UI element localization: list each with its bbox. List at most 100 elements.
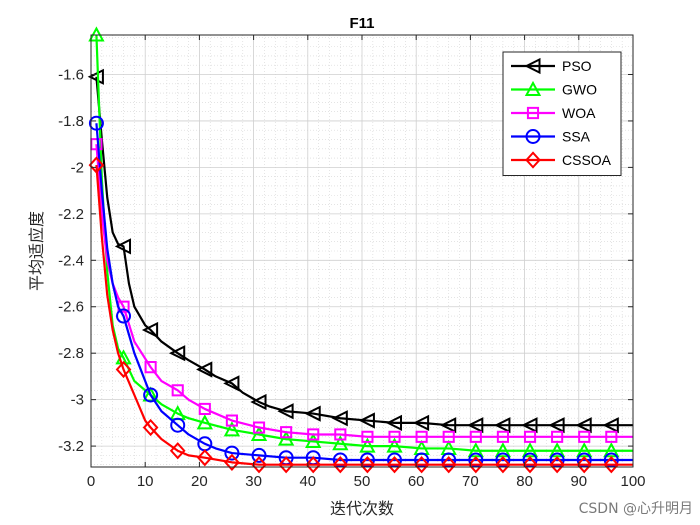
gwo-line	[95, 34, 633, 452]
series-cssoa	[88, 156, 633, 474]
cssoa-marker	[440, 456, 457, 474]
woa-marker	[225, 414, 238, 427]
pso-marker	[548, 417, 565, 434]
cssoa-marker	[576, 456, 593, 474]
y-tick-label: -2.6	[58, 299, 84, 316]
woa-marker	[496, 430, 509, 443]
pso-marker	[602, 417, 619, 434]
cssoa-marker	[549, 456, 565, 474]
woa-marker	[442, 430, 455, 443]
cssoa-marker	[115, 360, 132, 379]
legend-label: SSA	[562, 129, 591, 145]
y-tick-label: -1.6	[58, 66, 84, 83]
legend-label: PSO	[562, 58, 592, 74]
cssoa-marker	[413, 456, 430, 474]
x-tick-label: 90	[570, 473, 587, 490]
watermark-text: CSDN @心升明月	[579, 501, 693, 517]
woa-marker	[280, 426, 293, 439]
pso-marker	[358, 412, 375, 429]
y-tick-label: -2.4	[58, 252, 84, 269]
cssoa-marker	[305, 456, 322, 474]
series-pso	[87, 68, 633, 434]
gwo-marker	[305, 432, 322, 448]
ssa-line	[95, 123, 633, 462]
x-tick-label: 100	[620, 473, 645, 490]
cssoa-marker	[522, 456, 538, 474]
pso-marker	[439, 417, 457, 434]
woa-marker	[388, 430, 401, 443]
cssoa-marker	[196, 449, 213, 467]
chart-title: F11	[349, 15, 374, 32]
legend-swatch-marker	[524, 57, 541, 75]
gwo-marker	[277, 430, 295, 446]
ssa-marker	[143, 387, 159, 403]
legend-swatch-marker	[525, 129, 541, 144]
x-tick-label: 20	[191, 473, 208, 490]
woa-marker	[307, 428, 320, 441]
ssa-marker	[170, 417, 186, 433]
series-woa	[90, 138, 633, 443]
pso-marker	[87, 68, 104, 85]
cssoa-marker	[142, 418, 159, 437]
pso-marker	[250, 393, 267, 411]
cssoa-marker	[332, 456, 349, 474]
pso-marker	[114, 238, 132, 255]
cssoa-marker	[359, 456, 376, 474]
woa-marker	[578, 430, 591, 443]
y-tick-label: -3.2	[58, 438, 84, 455]
woa-marker	[415, 430, 428, 443]
pso-marker	[168, 345, 186, 362]
pso-marker	[141, 321, 159, 339]
gwo-marker	[332, 435, 349, 451]
ssa-marker	[224, 445, 240, 461]
series-gwo	[88, 26, 633, 458]
woa-marker	[144, 361, 157, 374]
x-tick-label: 80	[516, 473, 533, 490]
cssoa-marker	[251, 456, 267, 474]
pso-marker	[277, 403, 294, 420]
legend-label: WOA	[562, 105, 596, 121]
y-tick-label: -2.2	[58, 206, 84, 223]
cssoa-marker	[224, 453, 240, 471]
ssa-marker	[251, 447, 267, 463]
pso-line	[95, 76, 633, 427]
legend: PSO GWO WOA SSA CSSOA	[502, 51, 622, 176]
pso-marker	[223, 375, 240, 392]
legend-swatch-marker	[526, 106, 540, 120]
x-tick-label: 40	[299, 473, 316, 490]
y-tick-label: -3	[71, 392, 84, 409]
x-tick-label: 10	[137, 473, 154, 490]
legend-item-ssa: SSA	[511, 129, 591, 145]
pso-marker	[304, 405, 321, 422]
woa-marker	[551, 430, 564, 443]
legend-item-pso: PSO	[511, 57, 592, 75]
cssoa-marker	[467, 456, 484, 474]
ssa-marker	[116, 308, 132, 324]
x-tick-label: 30	[245, 473, 262, 490]
woa-marker	[523, 430, 537, 443]
legend-swatch-marker	[525, 151, 541, 169]
woa-marker	[252, 421, 266, 434]
gwo-marker	[223, 421, 241, 437]
legend-item-gwo: GWO	[511, 80, 597, 98]
legend-item-woa: WOA	[511, 105, 596, 121]
gwo-marker	[250, 425, 268, 442]
pso-marker	[521, 417, 538, 434]
pso-marker	[196, 361, 213, 378]
y-axis-label: 平均适应度	[27, 211, 46, 291]
legend-label: GWO	[562, 82, 597, 98]
cssoa-marker	[603, 456, 620, 474]
x-tick-label: 0	[87, 473, 95, 490]
ssa-marker	[88, 115, 104, 131]
woa-marker	[198, 402, 211, 416]
ticks: 0 10 20 30 40 50 60 70 80 90 100 -1.6 -1.8 -2 -2.2 -2.4…	[58, 35, 646, 490]
cssoa-marker	[88, 156, 105, 174]
pso-marker	[385, 414, 403, 431]
legend-swatch-marker	[524, 80, 542, 97]
gwo-marker	[386, 437, 403, 453]
cssoa-marker	[386, 456, 403, 474]
pso-marker	[412, 414, 430, 431]
x-tick-label: 50	[354, 473, 371, 490]
gwo-marker	[359, 437, 376, 453]
